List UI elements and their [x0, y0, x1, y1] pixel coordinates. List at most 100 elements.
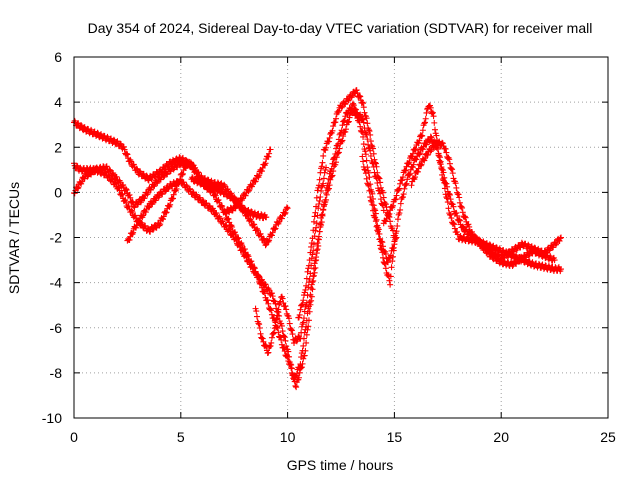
data-point — [239, 195, 246, 202]
data-point — [241, 206, 248, 213]
y-axis-label: SDTVAR / TECUs — [6, 182, 22, 294]
data-point — [367, 194, 374, 201]
y-tick-label: 4 — [54, 94, 62, 110]
data-point — [366, 187, 373, 194]
data-point — [235, 235, 242, 242]
data-point — [472, 234, 479, 241]
data-point — [273, 315, 280, 322]
data-point — [429, 109, 436, 116]
data-point — [308, 243, 315, 250]
data-point — [315, 182, 322, 189]
data-point — [415, 140, 422, 147]
data-point — [231, 204, 238, 211]
data-point — [303, 331, 310, 338]
data-point — [183, 182, 190, 189]
data-point — [375, 230, 382, 237]
data-point — [299, 301, 306, 308]
data-point — [103, 163, 110, 170]
data-point — [275, 306, 282, 313]
data-point — [320, 175, 327, 182]
data-point — [431, 126, 438, 133]
data-point — [219, 218, 226, 225]
data-point — [312, 264, 319, 271]
data-point — [342, 101, 349, 108]
data-point — [516, 258, 522, 265]
data-point — [264, 297, 271, 304]
data-point — [377, 242, 384, 249]
y-tick-label: -2 — [50, 230, 63, 246]
data-point — [310, 227, 317, 234]
data-point — [297, 365, 304, 372]
data-point — [417, 150, 424, 157]
data-point — [269, 229, 276, 236]
data-point — [278, 215, 285, 222]
data-point — [331, 154, 338, 161]
data-point — [475, 237, 482, 244]
axis-ticks: 0 5 10 15 20 25 -10 -8 -6 -4 -2 0 2 4 6 — [42, 49, 616, 445]
data-point — [209, 206, 216, 213]
data-point — [366, 128, 373, 135]
data-point — [359, 116, 366, 123]
data-point — [315, 242, 322, 249]
data-point — [272, 319, 279, 326]
data-point — [121, 146, 128, 153]
data-point — [427, 148, 434, 155]
data-point — [257, 280, 264, 287]
x-axis-label: GPS time / hours — [287, 457, 394, 473]
data-point — [422, 119, 429, 126]
data-point — [409, 153, 416, 160]
data-point — [393, 192, 400, 199]
data-point — [450, 175, 457, 182]
data-point — [418, 133, 425, 140]
data-point — [249, 261, 255, 268]
data-point — [228, 190, 235, 197]
data-point — [361, 109, 368, 116]
data-point — [124, 151, 131, 158]
data-point — [356, 92, 363, 99]
data-point — [327, 131, 334, 138]
data-point — [307, 249, 314, 256]
data-point — [268, 311, 275, 318]
data-point — [245, 253, 252, 260]
data-point — [80, 125, 87, 132]
data-point — [310, 218, 317, 225]
y-tick-label: 6 — [54, 49, 62, 65]
data-point — [266, 306, 273, 313]
data-point — [558, 266, 565, 273]
data-point — [455, 191, 462, 198]
data-point — [265, 300, 272, 307]
data-point — [284, 205, 291, 212]
data-point — [340, 118, 347, 125]
data-point — [234, 234, 241, 241]
data-point — [382, 265, 389, 272]
data-point — [305, 317, 312, 324]
data-point — [262, 160, 269, 167]
data-point — [399, 174, 406, 181]
data-point — [397, 206, 404, 213]
data-point — [368, 198, 375, 205]
data-point — [413, 156, 420, 163]
data-point — [209, 186, 216, 193]
data-point — [300, 355, 307, 362]
data-point — [297, 306, 304, 313]
data-point — [466, 223, 473, 230]
data-point — [118, 190, 125, 197]
data-point — [374, 179, 381, 186]
data-point — [216, 215, 223, 222]
data-point — [374, 227, 381, 234]
x-tick-label: 5 — [177, 429, 185, 445]
data-point — [221, 181, 228, 188]
data-point — [128, 207, 135, 214]
data-point — [444, 195, 451, 202]
data-point — [113, 180, 120, 187]
data-point — [313, 194, 320, 201]
data-point — [317, 194, 324, 201]
data-point — [377, 235, 384, 242]
data-point — [237, 241, 244, 248]
data-point — [436, 153, 443, 160]
data-point — [356, 119, 363, 126]
data-point — [509, 263, 516, 270]
data-point — [394, 216, 401, 223]
data-point — [450, 220, 457, 227]
data-point — [227, 223, 234, 230]
